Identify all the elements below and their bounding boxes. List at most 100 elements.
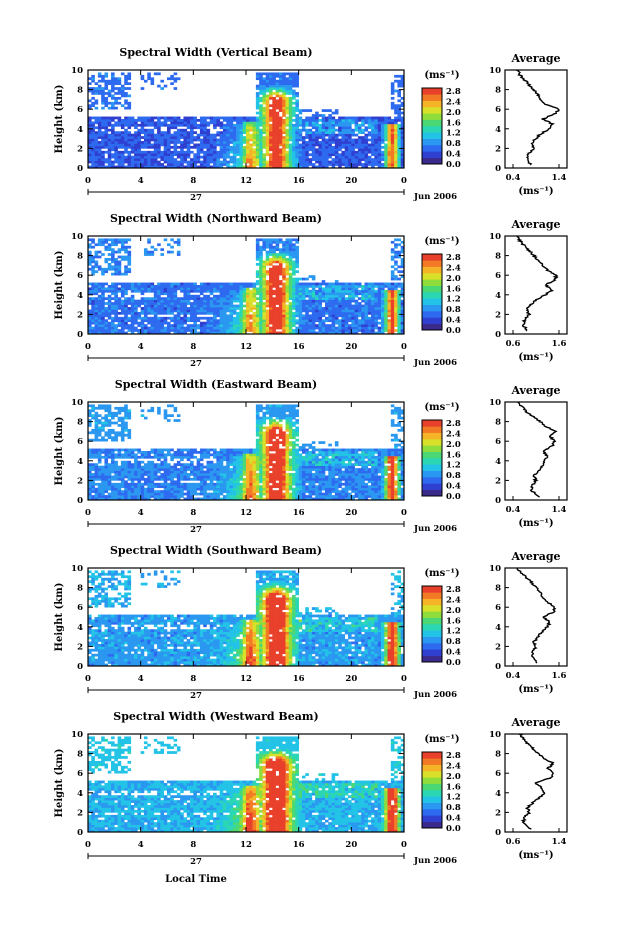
heatmap-cell: [216, 119, 220, 122]
heatmap-cell: [397, 161, 401, 164]
heatmap-cell: [101, 92, 105, 95]
heatmap-cell: [213, 287, 217, 290]
heatmap-cell: [295, 124, 299, 127]
heatmap-cell: [118, 305, 122, 308]
colorbar-tick-label: 0.0: [446, 326, 461, 336]
heatmap-cell: [197, 300, 201, 303]
heatmap-cell: [394, 329, 398, 332]
heatmap-cell: [124, 322, 128, 325]
heatmap-cell: [368, 285, 372, 288]
heatmap-cell: [269, 161, 273, 164]
heatmap-cell: [315, 153, 319, 156]
heatmap-cell: [108, 158, 112, 161]
heatmap-cell: [124, 270, 128, 273]
heatmap-cell: [381, 285, 385, 288]
heatmap-cell: [98, 148, 102, 151]
heatmap-cell: [104, 314, 108, 317]
heatmap-cell: [262, 305, 266, 308]
heatmap-cell: [388, 146, 392, 149]
heatmap-cell: [332, 139, 336, 142]
heatmap-cell: [282, 329, 286, 332]
heatmap-cell: [378, 129, 382, 132]
heatmap-cell: [318, 124, 322, 127]
heatmap-cell: [397, 251, 401, 254]
heatmap-cell: [374, 295, 378, 298]
heatmap-cell: [104, 158, 108, 161]
heatmap-cell: [213, 134, 217, 137]
heatmap-cell: [279, 302, 283, 305]
heatmap-cell: [207, 124, 211, 127]
heatmap-cell: [338, 307, 342, 310]
heatmap-cell: [286, 156, 290, 159]
heatmap-cell: [282, 112, 286, 115]
avg-y-tick-label: 8: [495, 86, 501, 96]
heatmap-cell: [394, 238, 398, 241]
heatmap-cell: [397, 305, 401, 308]
heatmap-cell: [98, 285, 102, 288]
heatmap-cell: [216, 121, 220, 124]
heatmap-cell: [91, 429, 95, 432]
heatmap-cell: [95, 158, 99, 161]
heatmap-cell: [108, 456, 112, 459]
heatmap-cell: [322, 156, 326, 159]
heatmap-cell: [124, 427, 128, 430]
heatmap-cell: [101, 490, 105, 493]
heatmap-cell: [104, 97, 108, 100]
heatmap-cell: [101, 134, 105, 137]
heatmap-cell: [295, 102, 299, 105]
heatmap-cell: [358, 161, 362, 164]
heatmap-cell: [121, 495, 125, 498]
heatmap-cell: [351, 285, 355, 288]
heatmap-cell: [220, 285, 224, 288]
heatmap-cell: [177, 156, 181, 159]
heatmap-cell: [262, 278, 266, 281]
heatmap-cell: [315, 129, 319, 132]
heatmap-cell: [272, 161, 276, 164]
heatmap-cell: [111, 104, 115, 107]
heatmap-cell: [164, 85, 168, 88]
heatmap-cell: [384, 124, 388, 127]
heatmap-cell: [272, 246, 276, 249]
heatmap-cell: [341, 322, 345, 325]
heatmap-cell: [230, 156, 234, 159]
heatmap-cell: [282, 82, 286, 85]
heatmap-cell: [302, 141, 306, 144]
heatmap-cell: [309, 285, 313, 288]
heatmap-cell: [299, 163, 303, 166]
heatmap-cell: [124, 161, 128, 164]
heatmap-cell: [111, 312, 115, 315]
heatmap-cell: [378, 329, 382, 332]
heatmap-cell: [118, 324, 122, 327]
heatmap-cell: [282, 90, 286, 93]
heatmap-cell: [128, 134, 132, 137]
heatmap-cell: [95, 419, 99, 422]
heatmap-cell: [114, 117, 118, 120]
heatmap-cell: [124, 449, 128, 452]
heatmap-cell: [118, 153, 122, 156]
heatmap-cell: [213, 324, 217, 327]
heatmap-cell: [295, 134, 299, 137]
heatmap-cell: [394, 283, 398, 286]
heatmap-cell: [282, 275, 286, 278]
heatmap-cell: [95, 265, 99, 268]
heatmap-cell: [141, 287, 145, 290]
heatmap-cell: [266, 87, 270, 90]
heatmap-cell: [341, 119, 345, 122]
heatmap-cell: [266, 322, 270, 325]
heatmap-cell: [190, 295, 194, 298]
heatmap-cell: [305, 327, 309, 330]
heatmap-cell: [299, 121, 303, 124]
heatmap-cell: [272, 124, 276, 127]
heatmap-cell: [124, 483, 128, 486]
heatmap-cell: [236, 329, 240, 332]
heatmap-cell: [104, 121, 108, 124]
heatmap-cell: [111, 417, 115, 420]
heatmap-cell: [147, 305, 151, 308]
heatmap-cell: [128, 327, 132, 330]
heatmap-cell: [365, 324, 369, 327]
heatmap-cell: [249, 290, 253, 293]
heatmap-cell: [266, 90, 270, 93]
heatmap-cell: [286, 261, 290, 264]
heatmap-cell: [91, 407, 95, 410]
heatmap-cell: [167, 251, 171, 254]
